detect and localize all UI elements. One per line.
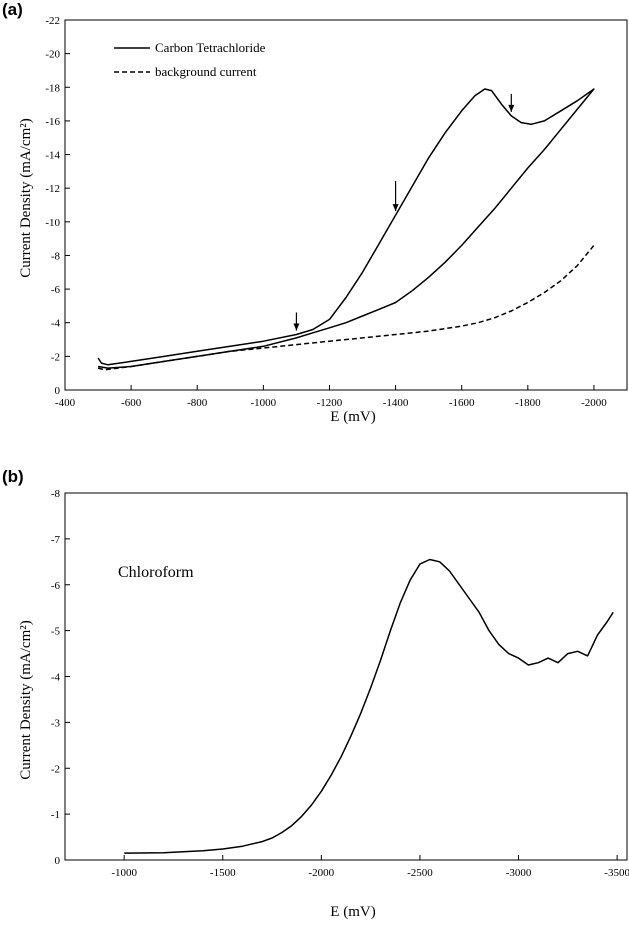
x-tick-label: -1000 (111, 867, 137, 879)
legend-label-background-current: background current (155, 64, 257, 79)
x-tick-label: -3000 (506, 867, 532, 879)
legend-a: Carbon Tetrachloride background current (114, 40, 266, 79)
y-tick-label: -18 (45, 82, 60, 94)
x-tick-label: -1400 (383, 397, 409, 409)
y-axis-title-a: Current Density (mA/cm²) (18, 118, 34, 277)
x-tick-label: -3500 (604, 867, 629, 879)
x-axis-title-a: E (mV) (330, 409, 375, 425)
panel-label-b: (b) (2, 467, 24, 486)
y-tick-label: 0 (55, 855, 61, 867)
chart-panel-a: (a) 0-2-4-6-8-10-12-14-16-18-20-22 -400-… (2, 0, 628, 425)
x-tick-label: -1800 (515, 397, 541, 409)
y-tick-label: -1 (51, 809, 60, 821)
arrow-marker (293, 312, 300, 331)
y-axis-ticks-a: 0 -2 -4 -6 -8 -10 -12 -14 -16 -18 -20 -22 (45, 15, 70, 397)
x-tick-label: -800 (187, 397, 208, 409)
y-tick-label: -8 (51, 488, 61, 500)
legend-label-carbon-tetrachloride: Carbon Tetrachloride (155, 40, 266, 55)
x-tick-label: -1500 (210, 867, 236, 879)
x-axis-ticks-b: -1000 -1500 -2000 -2500 -3000 -3500 (111, 855, 629, 879)
y-tick-label: 0 (55, 385, 61, 397)
annotation-chloroform: Chloroform (118, 564, 194, 581)
series-lines-a (97, 88, 595, 371)
x-tick-label: -1000 (251, 397, 277, 409)
y-tick-label: -12 (45, 183, 60, 195)
x-axis-ticks-a: -400 -600 -800 -1000 -1200 -1400 -1600 -1800 -20… (55, 385, 607, 409)
y-axis-title-b: Current Density (mA/cm²) (18, 620, 34, 779)
y-tick-label: -8 (51, 250, 61, 262)
y-tick-label: -16 (45, 116, 60, 128)
y-axis-ticks-b: 0 -1 -2 -3 -4 -5 -6 -7 -8 (51, 488, 70, 867)
plot-area-b (64, 492, 628, 861)
y-tick-label: -14 (45, 150, 60, 162)
plot-area-a (64, 19, 628, 391)
y-tick-label: -2 (51, 763, 60, 775)
x-tick-label: -600 (121, 397, 142, 409)
x-tick-label: -2000 (309, 867, 335, 879)
x-tick-label: -2500 (407, 867, 433, 879)
panel-label-a: (a) (2, 0, 23, 19)
y-tick-label: -22 (45, 15, 60, 27)
chart-panel-b: (b) 0 -1 -2 -3 -4 -5 -6 -7 -8 -1000 -1500 -2000 -25… (2, 467, 629, 920)
y-tick-label: -3 (51, 717, 61, 729)
x-tick-label: -400 (55, 397, 76, 409)
y-tick-label: -4 (51, 672, 61, 684)
x-tick-label: -1600 (449, 397, 475, 409)
arrow-marker (508, 93, 515, 112)
series-lines-b (124, 558, 614, 854)
x-tick-label: -2000 (581, 397, 607, 409)
x-tick-label: -1200 (317, 397, 343, 409)
y-tick-label: -5 (51, 626, 61, 638)
y-tick-label: -4 (51, 318, 61, 330)
y-tick-label: -10 (45, 217, 60, 229)
y-tick-label: -6 (51, 580, 61, 592)
y-tick-label: -20 (45, 49, 60, 61)
series-line-dashed (97, 244, 595, 371)
y-tick-label: -7 (51, 534, 61, 546)
y-tick-label: -6 (51, 284, 61, 296)
series-line-solid (124, 558, 614, 854)
y-tick-label: -2 (51, 351, 60, 363)
x-axis-title-b: E (mV) (330, 904, 375, 920)
arrow-marker (392, 181, 399, 212)
arrow-markers-a (293, 93, 515, 331)
series-line-solid (97, 88, 595, 369)
